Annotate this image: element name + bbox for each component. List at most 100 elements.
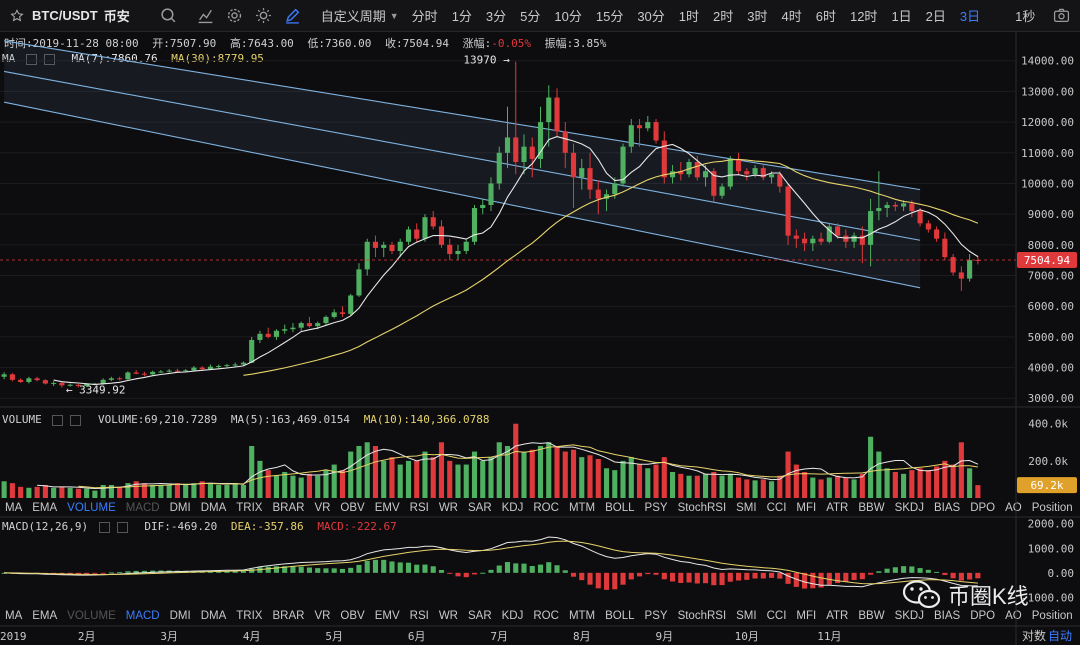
macd-histogram-bar [851, 572, 857, 581]
period-option[interactable]: 6时 [815, 9, 836, 24]
volume-bar [843, 477, 849, 498]
indicator-tab[interactable]: ATR [826, 502, 849, 514]
fullscreen-icon[interactable] [1076, 0, 1080, 32]
indicator-tab[interactable]: OBV [340, 502, 365, 514]
log-scale-toggle: 对数 [1022, 628, 1046, 643]
indicator-tab[interactable]: EMA [32, 610, 58, 622]
indicator-tab[interactable]: CCI [766, 610, 787, 622]
indicator-tab[interactable]: VOLUME [67, 610, 116, 622]
indicator-tab[interactable]: VOLUME [67, 502, 116, 514]
period-option[interactable]: 12时 [849, 9, 878, 24]
draw-pen-icon[interactable] [278, 0, 307, 32]
indicator-tab[interactable]: BOLL [605, 502, 635, 514]
indicator-tab[interactable]: SKDJ [894, 502, 924, 514]
indicator-tab[interactable]: RSI [409, 502, 429, 514]
period-option[interactable]: 5分 [520, 9, 541, 24]
favorite-star-icon[interactable] [0, 0, 30, 32]
indicator-tab[interactable]: Position [1031, 610, 1073, 622]
indicator-tab[interactable]: MA [5, 610, 23, 622]
refresh-rate-label[interactable]: 1秒 [1015, 9, 1036, 24]
indicator-tab[interactable]: OBV [340, 610, 365, 622]
candle-body [752, 168, 758, 175]
search-icon[interactable] [154, 0, 183, 32]
period-option[interactable]: 3分 [485, 9, 507, 24]
indicator-tab[interactable]: BOLL [605, 610, 635, 622]
indicator-tab[interactable]: BRAR [272, 610, 305, 622]
indicator-close-icon[interactable] [116, 521, 128, 533]
indicator-tab[interactable]: PSY [644, 610, 668, 622]
indicator-tab[interactable]: MTM [568, 610, 596, 622]
indicator-tab[interactable]: SMI [736, 502, 757, 514]
indicator-tab[interactable]: DPO [970, 502, 996, 514]
period-option[interactable]: 1时 [678, 9, 700, 24]
indicator-close-icon[interactable] [70, 414, 82, 426]
indicator-tab[interactable]: StochRSI [677, 502, 727, 514]
theme-sun-icon[interactable] [249, 0, 278, 32]
indicator-tab[interactable]: RSI [409, 610, 429, 622]
indicator-tab[interactable]: MTM [568, 502, 596, 514]
indicator-tab[interactable]: MACD [125, 502, 160, 514]
indicator-tab[interactable]: MFI [796, 610, 817, 622]
indicator-tab[interactable]: VR [314, 502, 331, 514]
settings-gear-icon[interactable] [220, 0, 249, 32]
indicator-chart-icon[interactable] [191, 0, 220, 32]
indicator-settings-icon[interactable] [98, 521, 110, 533]
indicator-settings-icon[interactable] [52, 414, 64, 426]
period-option[interactable]: 2日 [925, 9, 946, 24]
indicator-tab[interactable]: BBW [858, 610, 885, 622]
indicator-tab[interactable]: WR [438, 502, 458, 514]
indicator-tab[interactable]: ATR [826, 610, 849, 622]
indicator-tab[interactable]: MA [5, 502, 23, 514]
indicator-tab[interactable]: DMI [169, 502, 191, 514]
period-option[interactable]: 1分 [451, 9, 472, 24]
candle-body [51, 382, 57, 384]
period-option[interactable]: 4时 [781, 9, 802, 24]
custom-period-dropdown[interactable]: 自定义周期 ▼ [315, 0, 405, 32]
indicator-tab[interactable]: AO [1005, 610, 1022, 622]
indicator-tab[interactable]: TRIX [236, 502, 263, 514]
indicator-tab[interactable]: SAR [467, 502, 492, 514]
indicator-tab[interactable]: EMV [374, 610, 400, 622]
indicator-tab[interactable]: AO [1005, 502, 1022, 514]
indicator-settings-icon[interactable] [25, 53, 37, 65]
period-option[interactable]: 分时 [411, 9, 438, 24]
indicator-tab[interactable]: MACD [125, 610, 160, 622]
indicator-tab[interactable]: KDJ [501, 610, 524, 622]
period-option[interactable]: 2时 [713, 9, 734, 24]
period-option[interactable]: 15分 [595, 9, 624, 24]
price-chart[interactable]: 3000.00 4000.00 5000.00 6000.00 7000.00 8000.… [0, 32, 1080, 645]
indicator-tab[interactable]: Position [1031, 502, 1073, 514]
indicator-tab[interactable]: BBW [858, 502, 885, 514]
indicator-tab[interactable]: DPO [970, 610, 996, 622]
indicator-tab[interactable]: KDJ [501, 502, 524, 514]
period-option[interactable]: 1日 [891, 9, 912, 24]
period-option[interactable]: 10分 [554, 9, 582, 24]
indicator-tab[interactable]: CCI [766, 502, 787, 514]
indicator-tab[interactable]: SKDJ [894, 610, 924, 622]
indicator-tab[interactable]: DMA [200, 502, 227, 514]
camera-icon[interactable] [1047, 0, 1076, 32]
indicator-tab[interactable]: VR [314, 610, 331, 622]
indicator-tab[interactable]: MFI [796, 502, 817, 514]
indicator-tab[interactable]: SMI [736, 610, 757, 622]
period-option[interactable]: 30分 [637, 9, 665, 24]
indicator-tab[interactable]: PSY [644, 502, 668, 514]
indicator-tab[interactable]: SAR [467, 610, 492, 622]
symbol-name[interactable]: BTC/USDT 币安 [30, 0, 132, 32]
volume-bar [59, 486, 65, 498]
indicator-tab[interactable]: DMI [169, 610, 191, 622]
indicator-tab[interactable]: ROC [533, 610, 559, 622]
indicator-tab[interactable]: BIAS [933, 610, 961, 622]
indicator-tab[interactable]: BRAR [272, 502, 305, 514]
indicator-tab[interactable]: EMA [32, 502, 58, 514]
indicator-tab[interactable]: WR [438, 610, 458, 622]
indicator-tab[interactable]: DMA [200, 610, 227, 622]
indicator-tab[interactable]: EMV [374, 502, 400, 514]
indicator-close-icon[interactable] [43, 53, 55, 65]
indicator-tab[interactable]: TRIX [236, 610, 263, 622]
indicator-tab[interactable]: BIAS [933, 502, 961, 514]
indicator-tab[interactable]: StochRSI [677, 610, 727, 622]
indicator-tab[interactable]: ROC [533, 502, 559, 514]
period-option[interactable]: 3日 [959, 9, 981, 24]
period-option[interactable]: 3时 [747, 9, 768, 24]
